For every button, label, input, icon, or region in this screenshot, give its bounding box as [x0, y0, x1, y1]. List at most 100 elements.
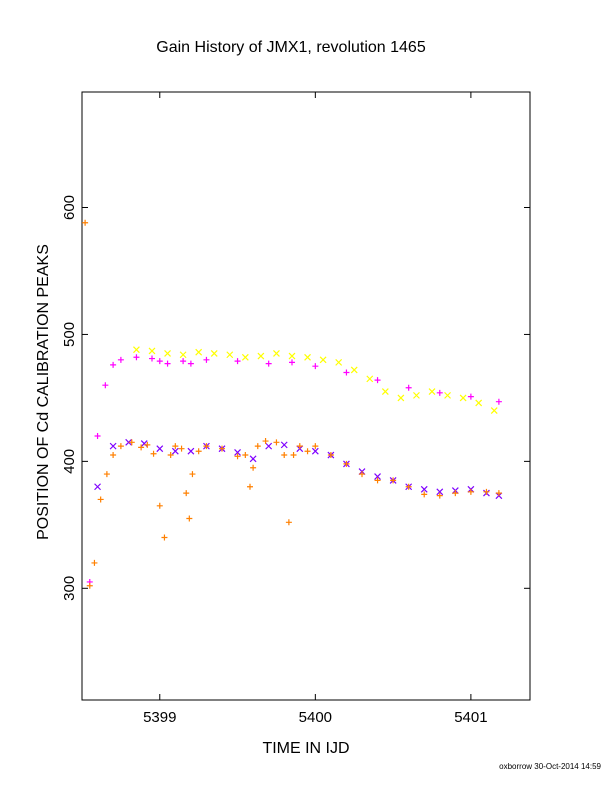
data-point-series-2	[187, 360, 194, 367]
data-point-series-4	[390, 477, 397, 484]
data-point-series-1	[413, 391, 420, 399]
data-point-series-4	[82, 219, 89, 226]
data-point-series-2	[156, 358, 163, 365]
data-point-series-4	[203, 443, 210, 450]
data-point-series-2	[343, 369, 350, 376]
data-point-series-4	[436, 492, 443, 499]
data-point-series-3	[374, 473, 381, 481]
data-point-series-2	[495, 398, 502, 405]
data-point-series-2	[405, 384, 412, 391]
data-point-series-2	[289, 359, 295, 366]
data-point-series-1	[179, 351, 187, 359]
data-point-series-4	[97, 496, 104, 503]
data-point-series-4	[285, 519, 292, 526]
data-point-series-2	[265, 360, 272, 367]
data-point-series-4	[117, 443, 124, 450]
y-tick-label: 500	[61, 322, 78, 347]
data-point-series-3	[156, 445, 164, 453]
data-point-series-4	[421, 491, 428, 498]
data-point-series-4	[296, 443, 303, 450]
data-point-series-4	[483, 488, 490, 495]
data-point-series-3	[234, 449, 241, 456]
data-point-series-4	[327, 452, 334, 459]
data-point-series-1	[319, 356, 327, 364]
data-point-series-4	[250, 464, 257, 471]
data-point-series-1	[195, 348, 203, 356]
data-point-series-1	[288, 352, 296, 360]
data-point-series-2	[234, 358, 241, 365]
data-point-series-4	[183, 490, 190, 497]
data-point-series-4	[254, 443, 261, 450]
data-point-series-2	[164, 360, 171, 367]
data-point-series-1	[273, 350, 280, 357]
data-point-series-4	[167, 452, 174, 459]
data-point-series-4	[156, 502, 163, 509]
x-tick-label: 5399	[143, 709, 176, 726]
data-point-series-2	[203, 356, 210, 363]
credit-text: oxborrow 30-Oct-2014 14:59	[499, 762, 601, 771]
y-tick-label: 300	[61, 576, 78, 601]
data-point-series-1	[397, 394, 405, 402]
data-point-series-4	[178, 445, 185, 452]
data-point-series-4	[467, 488, 474, 495]
data-point-series-1	[335, 358, 343, 366]
data-point-series-1	[444, 391, 451, 399]
data-point-series-1	[304, 353, 311, 361]
data-point-series-1	[459, 394, 467, 402]
data-point-series-4	[91, 559, 98, 566]
data-point-series-1	[241, 353, 249, 361]
data-point-series-3	[125, 438, 133, 446]
y-axis-label: POSITION OF Cd CALIBRATION PEAKS	[35, 244, 52, 540]
data-point-series-1	[428, 388, 436, 395]
data-point-series-4	[128, 439, 135, 446]
data-point-series-4	[161, 534, 168, 541]
data-point-series-3	[109, 442, 117, 450]
y-tick-label: 600	[61, 195, 78, 220]
data-point-series-4	[312, 443, 319, 450]
data-markers	[82, 219, 503, 589]
data-point-series-1	[381, 388, 389, 395]
data-point-series-4	[247, 483, 253, 490]
y-axis-ticks: 300 400 500 600	[61, 195, 530, 601]
data-point-series-4	[405, 483, 412, 490]
data-point-series-3	[171, 447, 179, 455]
data-point-series-4	[304, 448, 311, 455]
data-point-series-3	[436, 488, 444, 496]
data-point-series-4	[262, 438, 269, 445]
data-point-series-1	[257, 352, 265, 360]
data-point-series-4	[138, 444, 145, 451]
data-point-series-4	[103, 471, 110, 478]
data-point-series-1	[133, 346, 140, 354]
data-point-series-3	[420, 485, 428, 493]
data-point-series-1	[475, 399, 483, 407]
data-point-series-4	[172, 443, 179, 450]
data-point-series-1	[164, 350, 171, 357]
data-point-series-2	[110, 361, 117, 368]
data-point-series-4	[195, 448, 202, 455]
x-axis-label: TIME IN IJD	[262, 740, 349, 757]
data-point-series-3	[265, 442, 273, 450]
data-point-series-2	[102, 382, 109, 389]
data-point-series-4	[186, 515, 193, 522]
x-tick-label: 5400	[299, 709, 332, 726]
data-point-series-3	[311, 447, 319, 455]
data-point-series-1	[350, 366, 358, 374]
data-point-series-4	[374, 477, 381, 484]
data-point-series-2	[312, 363, 319, 370]
data-point-series-2	[133, 354, 140, 361]
data-point-series-1	[366, 375, 374, 383]
data-point-series-4	[150, 450, 157, 457]
data-point-series-4	[452, 490, 459, 497]
data-point-series-1	[148, 347, 156, 355]
data-point-series-3	[94, 483, 101, 491]
data-point-series-2	[117, 356, 124, 363]
plot-frame	[81, 91, 531, 701]
y-tick-label: 400	[61, 449, 78, 474]
data-point-series-4	[495, 490, 502, 497]
chart-title: Gain History of JMX1, revolution 1465	[156, 39, 426, 56]
data-point-series-4	[343, 460, 350, 467]
data-point-series-1	[226, 351, 234, 359]
data-point-series-4	[144, 441, 151, 448]
